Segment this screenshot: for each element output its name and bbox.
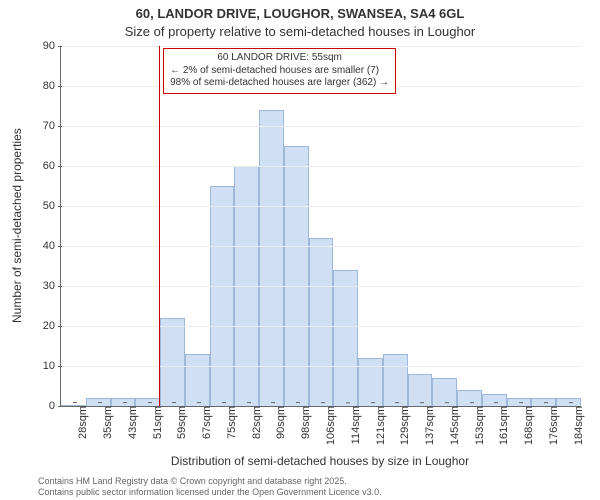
x-tick: 98sqm [296,406,312,439]
y-tick: 10 [43,360,61,372]
x-tick: 168sqm [519,406,535,445]
x-tick: 59sqm [172,406,188,439]
x-tick: 106sqm [321,406,337,445]
y-tick: 70 [43,120,61,132]
x-tick: 129sqm [395,406,411,445]
x-tick: 75sqm [222,406,238,439]
x-tick: 176sqm [544,406,560,445]
histogram-bars [61,46,581,406]
x-tick: 114sqm [346,406,362,444]
x-tick: 90sqm [271,406,287,439]
bar [383,354,408,406]
bar [160,318,185,406]
gridline [61,326,581,327]
plot-area: 60 LANDOR DRIVE: 55sqm← 2% of semi-detac… [60,46,581,407]
y-tick: 60 [43,160,61,172]
annotation-line: ← 2% of semi-detached houses are smaller… [170,65,389,78]
bar [333,270,358,406]
subject-marker-line [159,46,160,406]
y-tick: 30 [43,280,61,292]
x-tick: 35sqm [98,406,114,439]
gridline [61,126,581,127]
x-axis-title: Distribution of semi-detached houses by … [60,454,580,468]
annotation-line: 98% of semi-detached houses are larger (… [170,77,389,90]
x-tick: 184sqm [569,406,585,445]
gridline [61,46,581,47]
bar [284,146,309,406]
gridline [61,166,581,167]
credits: Contains HM Land Registry data © Crown c… [38,476,382,498]
gridline [61,246,581,247]
x-tick: 51sqm [148,406,164,439]
bar [210,186,235,406]
y-tick: 50 [43,200,61,212]
chart-title-line1: 60, LANDOR DRIVE, LOUGHOR, SWANSEA, SA4 … [0,6,600,21]
gridline [61,366,581,367]
bar [309,238,334,406]
x-tick: 82sqm [247,406,263,439]
y-tick: 0 [49,400,61,412]
x-tick: 153sqm [470,406,486,445]
chart-root: 60, LANDOR DRIVE, LOUGHOR, SWANSEA, SA4 … [0,0,600,500]
annotation-line: 60 LANDOR DRIVE: 55sqm [170,52,389,65]
bar [259,110,284,406]
bar [482,394,507,406]
y-tick: 90 [43,40,61,52]
x-tick: 67sqm [197,406,213,439]
x-tick: 28sqm [73,406,89,439]
gridline [61,286,581,287]
credits-line2: Contains public sector information licen… [38,487,382,498]
x-tick: 145sqm [445,406,461,445]
y-tick: 80 [43,80,61,92]
x-tick: 43sqm [123,406,139,439]
x-tick: 137sqm [420,406,436,445]
x-tick: 161sqm [494,406,510,445]
credits-line1: Contains HM Land Registry data © Crown c… [38,476,382,487]
gridline [61,206,581,207]
y-tick: 40 [43,240,61,252]
bar [185,354,210,406]
annotation-box: 60 LANDOR DRIVE: 55sqm← 2% of semi-detac… [163,48,396,94]
y-axis-title: Number of semi-detached properties [10,46,26,406]
chart-title-line2: Size of property relative to semi-detach… [0,24,600,39]
bar [457,390,482,406]
y-tick: 20 [43,320,61,332]
x-tick: 121sqm [371,406,387,445]
